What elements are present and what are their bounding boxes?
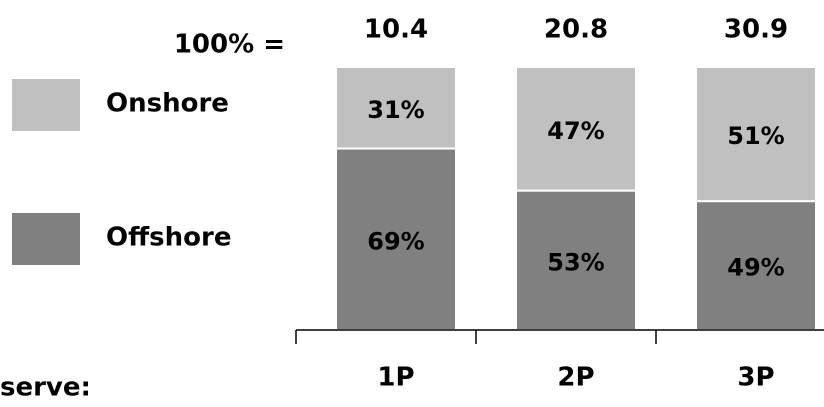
x-tick-label: 3P xyxy=(737,363,774,393)
total-value: 30.9 xyxy=(724,15,788,45)
value-label: 49% xyxy=(727,254,784,282)
total-label: 100% = xyxy=(174,30,285,60)
x-tick-label: 2P xyxy=(557,363,594,393)
total-value: 10.4 xyxy=(364,15,428,45)
bar-segment xyxy=(335,147,457,331)
note: serve: xyxy=(0,373,91,403)
value-label: 31% xyxy=(367,96,424,124)
value-label: 69% xyxy=(367,227,424,255)
legend-label: Onshore xyxy=(106,89,229,119)
x-tick-label: 1P xyxy=(377,363,414,393)
value-label: 47% xyxy=(547,117,604,145)
bar-segment xyxy=(515,66,637,192)
legend-swatch xyxy=(12,213,80,265)
legend-swatch xyxy=(12,79,80,131)
total-value: 20.8 xyxy=(544,15,608,45)
bar-segment xyxy=(335,66,457,150)
bar-segment xyxy=(695,66,817,203)
legend-label: Offshore xyxy=(106,223,231,253)
value-label: 51% xyxy=(727,122,784,150)
value-label: 53% xyxy=(547,248,604,276)
